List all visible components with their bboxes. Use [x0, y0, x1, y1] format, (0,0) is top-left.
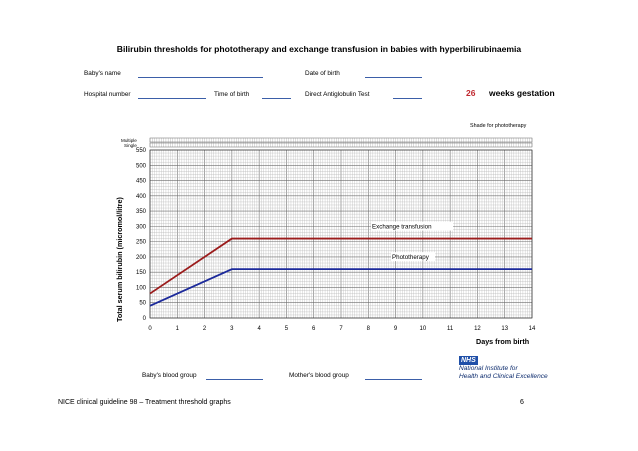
- single-label: Single: [124, 143, 137, 148]
- x-axis-label: Days from birth: [476, 337, 529, 346]
- y-tick-label: 50: [139, 301, 146, 307]
- y-tick-label: 200: [136, 255, 147, 261]
- x-tick-label: 6: [312, 326, 316, 332]
- series-label: Exchange transfusion: [372, 224, 432, 231]
- time-of-birth-label: Time of birth: [214, 91, 250, 98]
- x-tick-label: 8: [367, 326, 371, 332]
- date-of-birth-label: Date of birth: [305, 70, 340, 77]
- nice-logo-text: National Institute for Health and Clinic…: [459, 365, 548, 381]
- gestation-value: 26: [466, 88, 476, 98]
- x-tick-label: 9: [394, 326, 398, 332]
- y-tick-label: 350: [136, 209, 147, 215]
- footer-page-number: 6: [520, 399, 524, 406]
- hospital-number-field[interactable]: [138, 98, 206, 99]
- baby-blood-group-label: Baby's blood group: [142, 372, 197, 379]
- y-axis-label: Total serum bilirubin (micromol/litre): [115, 197, 124, 322]
- series-line: [149, 237, 532, 295]
- dat-label: Direct Antiglobulin Test: [305, 91, 370, 98]
- babys-name-field[interactable]: [138, 77, 263, 78]
- mother-blood-group-field[interactable]: [365, 379, 422, 380]
- dat-field[interactable]: [393, 98, 422, 99]
- x-tick-label: 3: [230, 326, 234, 332]
- gestation-label: weeks gestation: [489, 88, 555, 98]
- series-label-bg: [391, 252, 435, 262]
- x-tick-label: 7: [339, 326, 343, 332]
- x-tick-label: 2: [203, 326, 207, 332]
- series-labels: Exchange transfusion Phototherapy: [371, 221, 453, 262]
- x-tick-label: 5: [285, 326, 289, 332]
- multiple-label: Multiple: [121, 138, 137, 143]
- time-of-birth-field[interactable]: [262, 98, 291, 99]
- y-tick-label: 300: [136, 224, 147, 230]
- x-tick-label: 1: [176, 326, 180, 332]
- y-tick-label: 150: [136, 270, 147, 276]
- x-tick-labels: 0 1 2 3 4 5 6 7 8 9 10 11 12 13 14: [148, 326, 536, 332]
- series-line: [149, 268, 532, 307]
- shade-note: Shade for phototherapy: [470, 123, 527, 129]
- x-tick-label: 4: [257, 326, 261, 332]
- footer-guideline: NICE clinical guideline 98 – Treatment t…: [58, 399, 231, 406]
- x-tick-label: 10: [420, 326, 427, 332]
- babys-name-label: Baby's name: [84, 70, 121, 77]
- x-tick-label: 0: [148, 326, 152, 332]
- baby-blood-group-field[interactable]: [206, 379, 263, 380]
- series-label: Phototherapy: [392, 254, 430, 261]
- shade-ticks: [149, 138, 533, 147]
- y-tick-label: 500: [136, 163, 147, 169]
- nice-line-2: Health and Clinical Excellence: [459, 373, 548, 380]
- chart-grid: [149, 149, 533, 319]
- x-tick-label: 14: [529, 326, 536, 332]
- x-tick-label: 13: [501, 326, 508, 332]
- series-label-bg: [371, 221, 453, 231]
- nhs-logo: NHS: [459, 356, 478, 365]
- y-tick-labels: 0 50 100 150 200 250 300 350 400 450 500 550: [136, 148, 147, 322]
- y-tick-label: 550: [136, 148, 147, 154]
- y-tick-label: 0: [143, 316, 147, 322]
- x-tick-label: 11: [447, 326, 454, 332]
- date-of-birth-field[interactable]: [365, 77, 422, 78]
- hospital-number-label: Hospital number: [84, 91, 131, 98]
- nice-line-1: National Institute for: [459, 365, 518, 372]
- y-tick-label: 400: [136, 194, 147, 200]
- x-tick-label: 12: [474, 326, 481, 332]
- y-tick-label: 250: [136, 240, 147, 246]
- y-tick-label: 450: [136, 179, 147, 185]
- series-lines: [149, 237, 532, 307]
- page-title: Bilirubin thresholds for phototherapy an…: [116, 44, 522, 54]
- mother-blood-group-label: Mother's blood group: [289, 372, 349, 379]
- y-tick-label: 100: [136, 285, 147, 291]
- plot-frame: [149, 149, 533, 319]
